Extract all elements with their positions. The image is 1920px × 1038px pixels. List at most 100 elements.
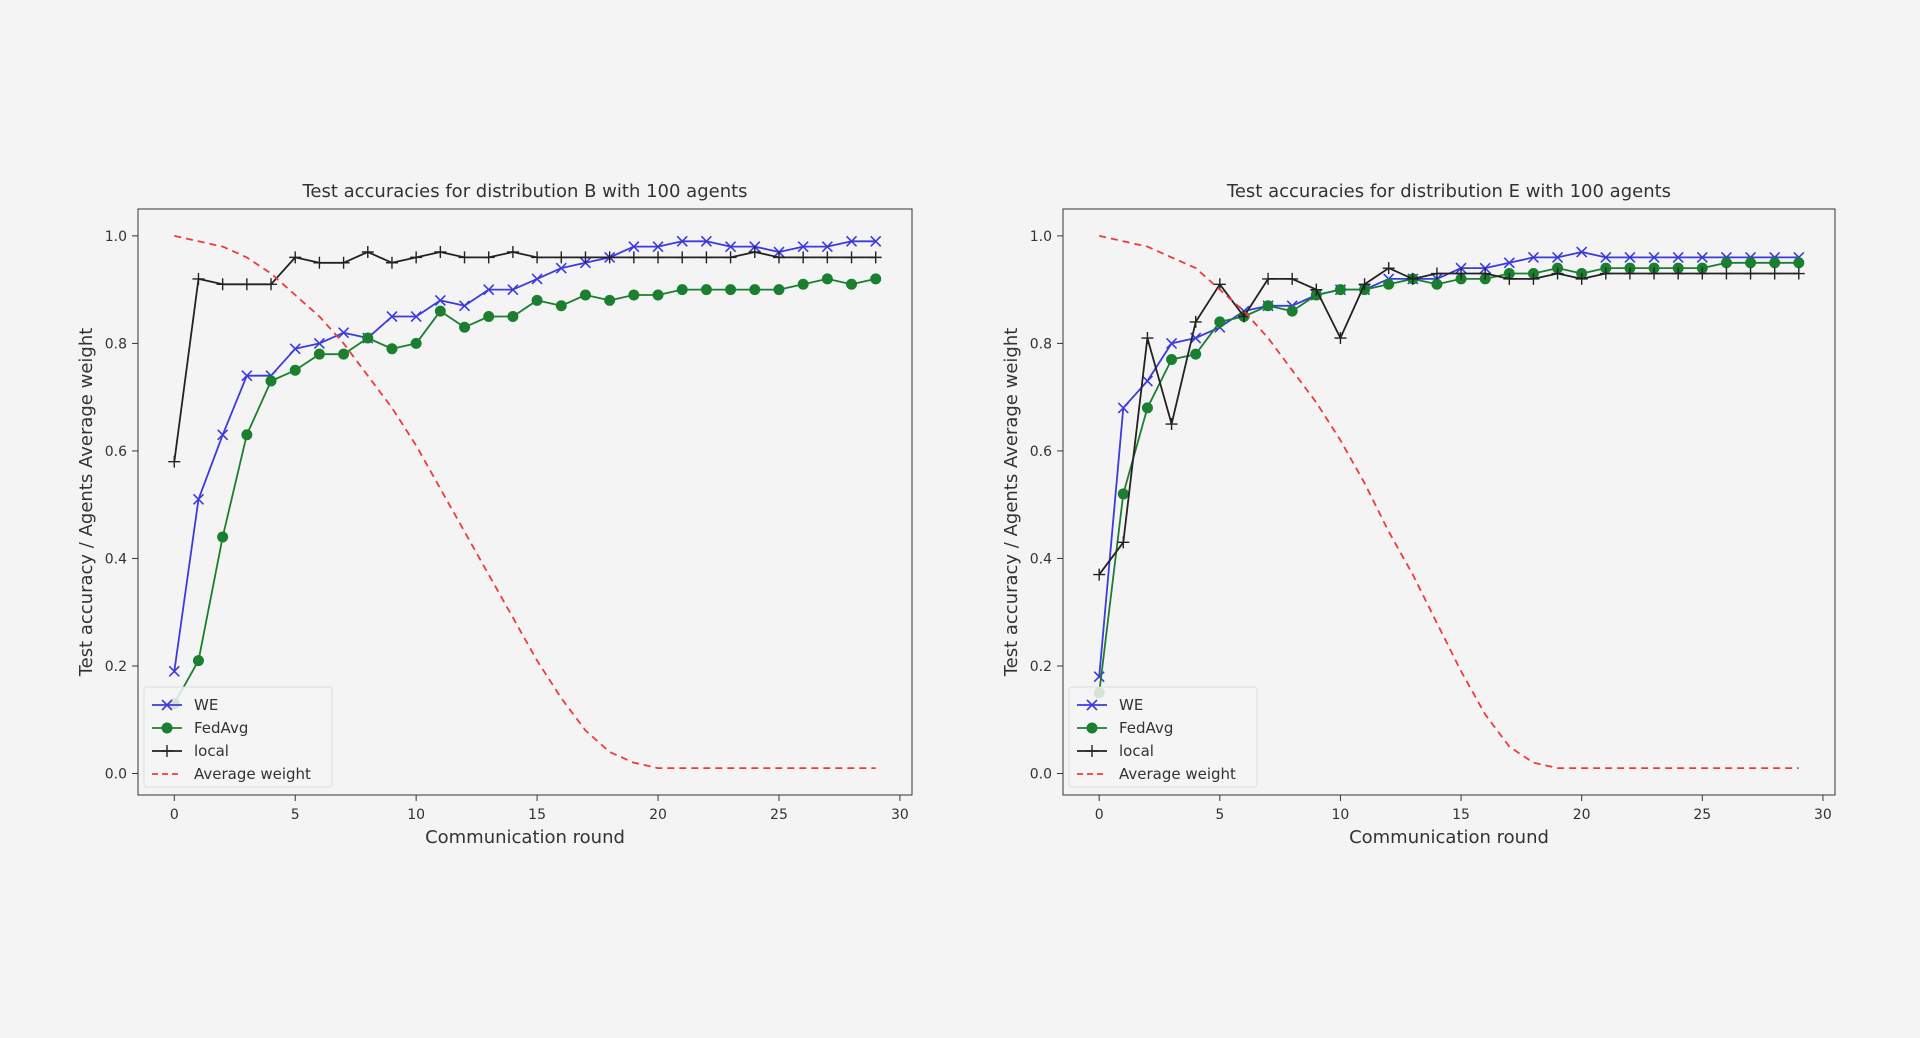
x-tick-label: 10 xyxy=(407,807,425,823)
data-point xyxy=(749,284,761,296)
data-point xyxy=(797,278,809,290)
data-point xyxy=(845,251,858,264)
data-point xyxy=(725,284,737,296)
data-point xyxy=(1190,348,1202,360)
data-point xyxy=(265,278,278,291)
data-point xyxy=(1768,267,1781,280)
legend-entry: Average weight xyxy=(194,765,311,783)
x-axis-label: Communication round xyxy=(1349,827,1549,848)
data-point xyxy=(1527,251,1540,263)
series-line xyxy=(173,251,876,462)
data-point xyxy=(1696,267,1709,280)
data-point xyxy=(869,251,882,264)
data-point xyxy=(410,337,422,349)
data-point xyxy=(361,246,374,259)
y-tick-label: 1.0 xyxy=(105,229,127,245)
data-point xyxy=(1213,278,1226,291)
legend: WE FedAvg local Average weight xyxy=(143,686,333,788)
data-point xyxy=(628,241,640,253)
data-point xyxy=(1358,278,1371,291)
data-point xyxy=(338,327,350,339)
data-point xyxy=(1600,251,1612,263)
x-tick-label: 20 xyxy=(1573,807,1591,823)
data-point xyxy=(1576,246,1588,258)
data-point xyxy=(797,241,809,253)
data-point xyxy=(748,246,761,259)
data-point xyxy=(821,241,833,253)
series-we xyxy=(168,235,882,677)
legend-entry: local xyxy=(1119,742,1154,760)
x-tick-label: 0 xyxy=(1095,807,1104,823)
data-point xyxy=(1527,272,1540,285)
data-point xyxy=(192,493,205,505)
x-tick-label: 15 xyxy=(1452,807,1470,823)
data-point xyxy=(337,256,350,269)
data-point xyxy=(1479,267,1492,280)
data-point xyxy=(1575,272,1588,285)
y-tick-label: 0.2 xyxy=(1030,659,1052,675)
data-point xyxy=(870,235,882,247)
data-point xyxy=(1286,305,1298,317)
y-tick-label: 0.2 xyxy=(105,659,127,675)
data-point xyxy=(1503,272,1516,285)
data-point xyxy=(628,289,640,301)
chart-title: Test accuracies for distribution E with … xyxy=(1226,181,1671,202)
data-point xyxy=(1455,267,1468,280)
data-point xyxy=(1117,536,1130,549)
data-point xyxy=(1141,375,1154,387)
legend-marker xyxy=(1086,722,1098,734)
y-axis-label: Test accuracy / Agents Average weight xyxy=(1001,328,1022,678)
data-point xyxy=(1093,671,1105,683)
data-point xyxy=(1503,257,1515,269)
data-point xyxy=(676,284,688,296)
data-point xyxy=(1093,568,1106,581)
x-tick-label: 30 xyxy=(891,807,909,823)
legend-marker xyxy=(161,699,173,711)
data-point xyxy=(1793,257,1805,269)
data-point xyxy=(1745,257,1757,269)
data-point xyxy=(1214,316,1226,328)
data-point xyxy=(1383,278,1395,290)
data-point xyxy=(1117,402,1129,414)
data-point xyxy=(725,241,737,253)
data-point xyxy=(579,289,591,301)
x-tick-label: 30 xyxy=(1814,807,1832,823)
data-point xyxy=(845,235,858,247)
series-line xyxy=(174,235,876,769)
x-tick-label: 5 xyxy=(291,807,300,823)
data-point xyxy=(1792,267,1805,280)
legend-entry: Average weight xyxy=(1119,765,1236,783)
data-point xyxy=(724,251,737,264)
data-point xyxy=(1624,251,1636,263)
data-point xyxy=(483,284,495,296)
data-point xyxy=(1286,272,1299,285)
data-point xyxy=(555,262,567,274)
legend-entry: WE xyxy=(194,696,218,714)
data-point xyxy=(1189,315,1202,328)
data-point xyxy=(1672,267,1685,280)
chart-2: Test accuracies for distribution E with … xyxy=(1001,181,1836,848)
data-point xyxy=(459,321,471,333)
data-point xyxy=(313,348,325,360)
data-point xyxy=(1769,257,1781,269)
data-point xyxy=(1720,257,1732,269)
data-point xyxy=(773,284,785,296)
data-point xyxy=(217,531,229,543)
data-point xyxy=(507,311,519,323)
data-point xyxy=(216,278,229,291)
series-average-weight xyxy=(174,235,876,769)
data-point xyxy=(700,284,712,296)
data-point xyxy=(1406,272,1419,285)
data-point xyxy=(1551,267,1564,280)
y-axis-label: Test accuracy / Agents Average weight xyxy=(76,328,97,678)
data-point xyxy=(1696,251,1708,263)
data-point xyxy=(1165,337,1178,349)
x-tick-label: 15 xyxy=(528,807,546,823)
y-tick-label: 0.4 xyxy=(105,551,127,567)
legend-entry: FedAvg xyxy=(194,719,248,737)
y-tick-label: 0.6 xyxy=(1030,444,1052,460)
data-point xyxy=(604,294,616,306)
y-tick-label: 0.6 xyxy=(105,444,127,460)
data-point xyxy=(676,251,689,264)
